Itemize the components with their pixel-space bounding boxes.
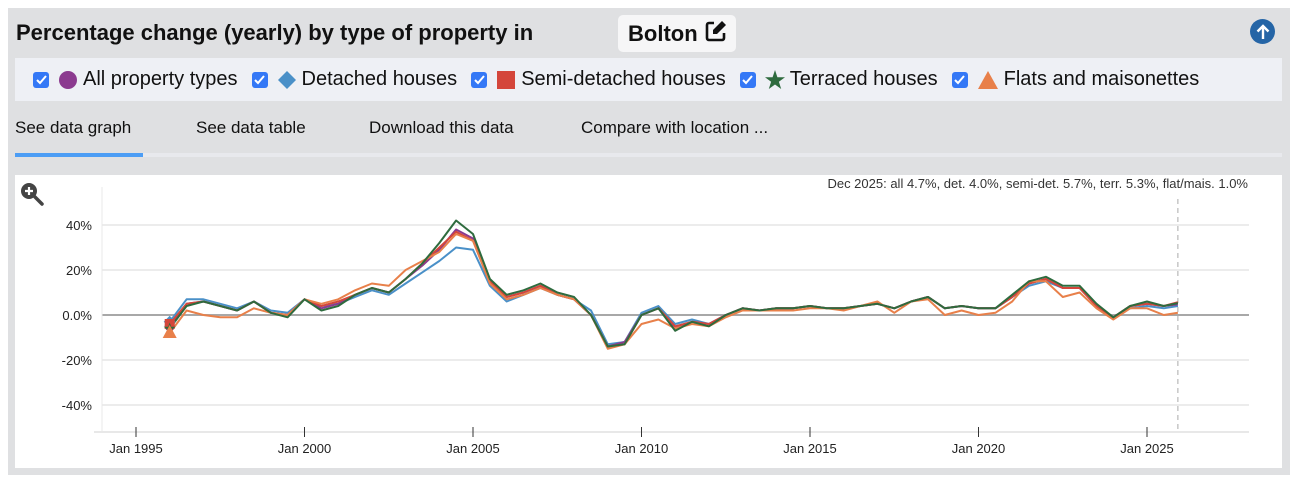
series-line-semi-detached-houses xyxy=(168,230,1179,348)
legend-item-flats[interactable]: Flats and maisonettes xyxy=(951,68,1200,91)
y-tick-label: 20% xyxy=(66,263,92,278)
legend-item-terraced[interactable]: Terraced houses xyxy=(739,68,938,91)
x-tick-label: Jan 2020 xyxy=(952,441,1006,456)
zoom-in-icon[interactable] xyxy=(21,183,44,206)
legend-label: All property types xyxy=(83,68,238,90)
legend: All property types Detached houses Semi-… xyxy=(15,58,1282,101)
tab-divider xyxy=(15,153,1282,157)
star-marker-icon xyxy=(764,69,785,90)
circle-marker-icon xyxy=(58,70,78,90)
x-tick-label: Jan 2010 xyxy=(615,441,669,456)
legend-item-detached[interactable]: Detached houses xyxy=(251,68,458,91)
y-tick-label: 0.0% xyxy=(62,308,92,323)
tab-see-data-graph[interactable]: See data graph xyxy=(15,118,132,137)
series-line-flats-and-maisonettes xyxy=(168,233,1179,350)
checkbox-checked-icon[interactable] xyxy=(251,71,268,88)
chart-title: Percentage change (yearly) by type of pr… xyxy=(16,20,534,45)
legend-item-all[interactable]: All property types xyxy=(33,68,238,91)
location-selector[interactable]: Bolton xyxy=(618,15,736,52)
legend-label: Semi-detached houses xyxy=(521,68,726,90)
series-line-terraced-houses xyxy=(168,219,1179,348)
checkbox-checked-icon[interactable] xyxy=(951,71,968,88)
line-chart: Dec 2025: all 4.7%, det. 4.0%, semi-det.… xyxy=(21,176,1249,456)
square-marker-icon xyxy=(496,70,516,90)
legend-label: Terraced houses xyxy=(789,68,938,90)
checkbox-checked-icon[interactable] xyxy=(739,71,756,88)
y-tick-label: 40% xyxy=(66,218,92,233)
tab-compare-location[interactable]: Compare with location ... xyxy=(581,118,769,137)
legend-label: Flats and maisonettes xyxy=(1003,68,1200,90)
triangle-marker-icon xyxy=(977,70,999,90)
legend-label: Detached houses xyxy=(301,68,458,90)
tab-download-data[interactable]: Download this data xyxy=(369,118,514,137)
x-tick-label: Jan 2000 xyxy=(278,441,332,456)
diamond-marker-icon xyxy=(277,70,297,90)
arrow-up-circle-icon xyxy=(1256,23,1269,39)
y-tick-label: -20% xyxy=(62,353,93,368)
x-tick-label: Jan 2005 xyxy=(446,441,500,456)
location-name: Bolton xyxy=(628,20,698,46)
tab-see-data-table[interactable]: See data table xyxy=(196,118,306,137)
active-tab-indicator xyxy=(15,153,143,157)
hover-readout: Dec 2025: all 4.7%, det. 4.0%, semi-det.… xyxy=(827,176,1248,191)
chart-area: Dec 2025: all 4.7%, det. 4.0%, semi-det.… xyxy=(15,175,1282,468)
scroll-top-button[interactable] xyxy=(1250,19,1275,44)
x-tick-label: Jan 2015 xyxy=(783,441,837,456)
legend-item-semi-detached[interactable]: Semi-detached houses xyxy=(471,68,726,91)
triangle-marker xyxy=(162,325,177,338)
checkbox-checked-icon[interactable] xyxy=(33,71,49,88)
x-tick-label: Jan 1995 xyxy=(109,441,163,456)
x-tick-label: Jan 2025 xyxy=(1120,441,1174,456)
y-tick-label: -40% xyxy=(62,398,93,413)
checkbox-checked-icon[interactable] xyxy=(471,71,488,88)
pencil-square-icon xyxy=(704,19,728,49)
